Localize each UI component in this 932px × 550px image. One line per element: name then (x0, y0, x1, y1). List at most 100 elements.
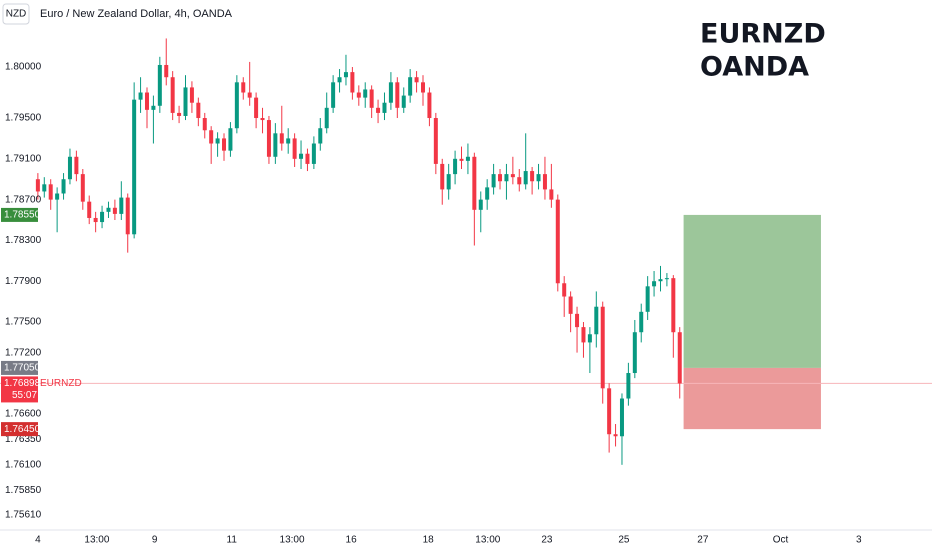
y-tick-label: 1.75610 (5, 509, 42, 520)
candle-body (80, 174, 85, 202)
stop-badge (1, 422, 38, 437)
x-tick-label: 4 (35, 535, 41, 546)
y-tick-label: 1.76100 (5, 459, 42, 470)
candle-body (164, 64, 169, 78)
y-tick-label: 1.76350 (5, 434, 42, 445)
candle-body (196, 102, 201, 119)
x-tick-label: 23 (541, 535, 553, 546)
candle-body (453, 158, 458, 175)
candle-body (132, 99, 137, 235)
symbol-box[interactable] (2, 3, 30, 25)
x-tick-label: Oct (773, 535, 789, 546)
y-tick-label: 1.79500 (5, 113, 42, 124)
candle-body (594, 306, 599, 335)
y-tick-label: 1.80000 (5, 62, 42, 73)
candle-body (613, 434, 618, 437)
x-tick-label: 11 (227, 535, 238, 546)
candle-body (555, 199, 560, 284)
candle-body (632, 332, 637, 374)
candle-body (189, 87, 194, 103)
candle-body (587, 334, 592, 343)
y-tick-label: 1.77900 (5, 276, 42, 287)
candle-body (67, 156, 72, 180)
current-price-label: 1.76898 (4, 378, 41, 389)
candle-body (369, 89, 374, 108)
x-tick-label: 16 (346, 535, 358, 546)
candle-body (607, 388, 612, 435)
current-symbol: EURNZD (40, 378, 82, 389)
candle-body (202, 118, 207, 131)
candle-body (376, 107, 381, 113)
take-profit-zone (683, 214, 821, 368)
chart-title: Euro / New Zealand Dollar, 4h, OANDA (40, 8, 233, 20)
candle-body (363, 89, 368, 98)
candle-body (440, 163, 445, 190)
candle-body (125, 197, 130, 235)
candle-body (151, 105, 156, 110)
x-tick-label: 13:00 (475, 535, 500, 546)
candle-body (491, 174, 496, 188)
candle-body (138, 92, 143, 100)
candle-body (273, 133, 278, 157)
candle-body (408, 77, 413, 96)
candle-body (485, 187, 490, 200)
x-tick-label: 18 (423, 535, 435, 546)
candle-body (324, 107, 329, 129)
candle-body (562, 283, 567, 297)
candle-body (581, 327, 586, 343)
candle-body (536, 174, 541, 182)
candle-body (575, 313, 580, 328)
candle-body (331, 82, 336, 108)
x-tick-label: 3 (856, 535, 862, 546)
annotation: EURNZD (700, 19, 826, 50)
candle-body (254, 97, 259, 119)
candle-body (144, 92, 149, 110)
candle-body (420, 82, 425, 93)
candle-body (433, 118, 438, 164)
candle-body (478, 199, 483, 210)
symbol[interactable]: NZD (6, 9, 27, 20)
candle-body (459, 158, 464, 161)
candle-body (401, 95, 406, 108)
candle-body (170, 77, 175, 113)
candle-body (356, 92, 361, 98)
stop-label: 1.76450 (4, 424, 41, 435)
candle-body (446, 174, 451, 190)
candle-body (350, 72, 355, 93)
candle-body (626, 373, 631, 399)
candle-body (530, 171, 535, 182)
candle-body (299, 153, 304, 159)
y-tick-label: 1.77200 (5, 347, 42, 358)
candle-body (343, 72, 348, 78)
candle-body (112, 207, 117, 214)
candle-body (510, 174, 515, 178)
candle-body (658, 279, 663, 282)
candle-body (504, 174, 509, 182)
candle-body (87, 201, 92, 218)
x-tick-label: 9 (152, 535, 158, 546)
candle-body (523, 171, 528, 185)
y-tick-label: 1.77500 (5, 317, 42, 328)
candle-body (677, 332, 682, 384)
candle-body (382, 102, 387, 113)
candle-body (498, 174, 503, 182)
candle-body (388, 82, 393, 103)
countdown: 55:07 (12, 390, 37, 401)
candle-body (48, 184, 53, 200)
candle-body (549, 189, 554, 200)
candle-body (42, 184, 47, 192)
candle-body (652, 281, 657, 287)
candle-body (619, 398, 624, 437)
candle-body (177, 112, 182, 116)
candle-body (119, 197, 124, 214)
candle-body (266, 120, 271, 157)
y-tick-label: 1.79100 (5, 153, 42, 164)
candle-body (74, 156, 79, 175)
annotation: OANDA (700, 52, 809, 83)
candle-body (183, 87, 188, 116)
candle-body (35, 179, 40, 192)
candle-body (414, 77, 419, 83)
candle-body (93, 217, 98, 223)
target-label: 1.78550 (4, 210, 41, 221)
